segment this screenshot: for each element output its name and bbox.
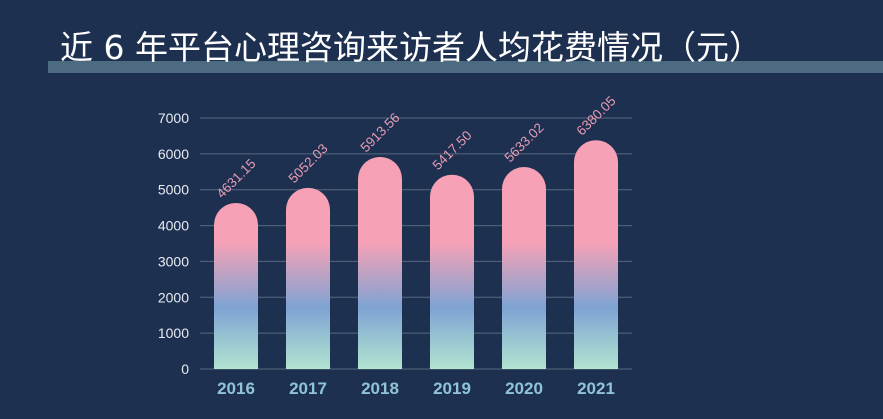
y-tick-label: 3000 bbox=[158, 253, 189, 269]
grid-lines bbox=[200, 117, 632, 370]
data-label: 4631.15 bbox=[214, 156, 259, 201]
y-axis-ticks: 0 1000 2000 3000 4000 5000 6000 7000 bbox=[158, 110, 189, 377]
y-tick-label: 1000 bbox=[158, 325, 189, 341]
bar-2020 bbox=[502, 167, 546, 369]
x-category-label: 2021 bbox=[577, 379, 615, 398]
x-axis-categories: 2016 2017 2018 2019 2020 2021 bbox=[217, 379, 615, 398]
data-label: 5913.56 bbox=[358, 110, 403, 155]
data-label: 6380.05 bbox=[574, 93, 619, 138]
bar-2021 bbox=[574, 140, 618, 369]
bar-2018 bbox=[358, 156, 402, 369]
y-tick-label: 0 bbox=[181, 361, 189, 377]
x-category-label: 2018 bbox=[361, 379, 399, 398]
bar-2019 bbox=[430, 174, 474, 369]
y-tick-label: 7000 bbox=[158, 110, 189, 126]
data-label: 5633.02 bbox=[502, 120, 547, 165]
y-tick-label: 4000 bbox=[158, 218, 189, 234]
data-labels: 4631.15 5052.03 5913.56 5417.50 5633.02 6380.… bbox=[214, 93, 619, 201]
data-label: 5417.50 bbox=[430, 128, 475, 173]
y-tick-label: 5000 bbox=[158, 182, 189, 198]
x-category-label: 2016 bbox=[217, 379, 255, 398]
data-label: 5052.03 bbox=[286, 141, 331, 186]
y-tick-label: 2000 bbox=[158, 289, 189, 305]
title-underline-bar bbox=[48, 61, 883, 73]
bars bbox=[214, 140, 618, 369]
y-tick-label: 6000 bbox=[158, 146, 189, 162]
x-category-label: 2017 bbox=[289, 379, 327, 398]
x-category-label: 2020 bbox=[505, 379, 543, 398]
x-category-label: 2019 bbox=[433, 379, 471, 398]
bar-2016 bbox=[214, 202, 258, 369]
bar-2017 bbox=[286, 187, 330, 369]
page-title: 近 6 年平台心理咨询来访者人均花费情况（元） bbox=[60, 28, 762, 67]
